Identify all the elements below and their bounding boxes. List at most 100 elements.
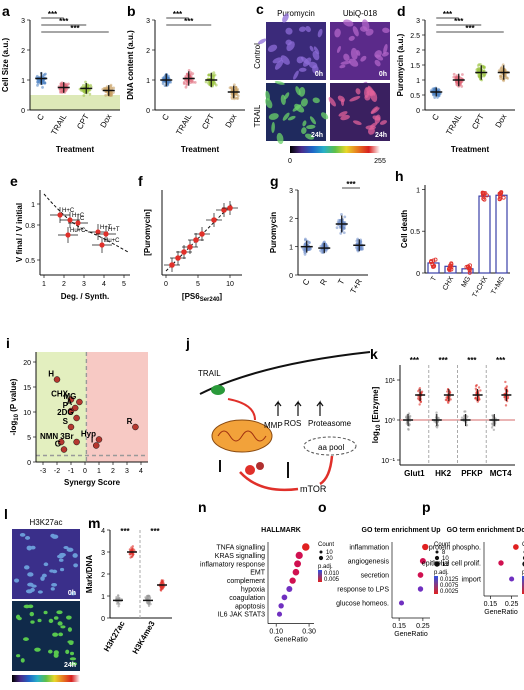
data-point: [181, 249, 187, 255]
category-label: C: [160, 112, 171, 122]
term-label: protein phospho.: [429, 545, 481, 552]
panel-label: d: [397, 3, 406, 19]
data-point: [343, 231, 346, 234]
y-axis-label: V final / V initial: [15, 203, 24, 262]
x-axis-label: Deg. / Synth.: [61, 292, 109, 301]
y-axis-label-main: log: [371, 431, 380, 443]
panel-label: b: [127, 3, 136, 19]
data-point: [483, 66, 486, 69]
panel-label: h: [395, 168, 404, 184]
panel-l: lH3K27ac0h24h0255: [4, 506, 86, 685]
nucleus: [48, 650, 53, 654]
x-tick-label: 0.25: [416, 623, 430, 630]
nucleus: [30, 620, 34, 623]
data-point: [104, 94, 107, 97]
cell-membrane: [200, 352, 370, 394]
enrichment-dot: [282, 595, 288, 601]
data-point: [504, 74, 507, 77]
category-label: TRAIL: [444, 112, 463, 137]
nucleus: [66, 615, 72, 619]
y-tick-label: 0: [416, 271, 420, 278]
fit-line: [166, 204, 232, 271]
data-point: [361, 248, 364, 251]
data-point: [304, 238, 307, 241]
y-axis-label: Cell death: [400, 210, 409, 248]
term-label: import: [462, 577, 482, 584]
data-point: [504, 381, 506, 383]
category-label: C: [430, 112, 441, 122]
timepoint-label: 0h: [68, 590, 76, 597]
y-tick-label: 0: [146, 108, 150, 115]
data-point: [340, 213, 343, 216]
y-tick-label: 5: [27, 435, 31, 442]
data-point: [199, 231, 205, 237]
x-tick-label: 4: [102, 281, 106, 288]
data-point: [59, 91, 62, 94]
x-axis-label-sub: Ser240: [200, 297, 220, 303]
y-tick-label: 0.5: [25, 258, 35, 265]
y-tick-label: 2: [146, 48, 150, 55]
category-label: CPT: [470, 112, 486, 130]
x-tick-label: 0: [164, 281, 168, 288]
data-point: [432, 94, 435, 97]
y-axis-label: Cell Size (a.u.): [1, 38, 10, 93]
nucleus: [57, 555, 64, 559]
x-axis-label: [PS6Ser240]: [182, 292, 222, 303]
mmp-label: MMP: [264, 421, 283, 430]
category-label: Dox: [494, 113, 509, 130]
x-tick-label: 0.15: [484, 601, 498, 608]
data-point: [478, 67, 481, 70]
legend-size-dot: [435, 556, 439, 560]
point-label: 2DG: [57, 408, 73, 417]
data-point: [505, 404, 507, 406]
category-label: HK2: [435, 469, 452, 478]
nucleus: [37, 619, 41, 622]
data-point: [235, 88, 238, 91]
data-point: [343, 216, 346, 219]
panel-k: k10⁻¹10⁰10¹***Glut1***HK2***PFKP***MCT4l…: [370, 346, 515, 478]
nucleus: [73, 563, 78, 567]
nucleus: [27, 546, 32, 551]
significance-label: ***: [184, 17, 194, 26]
column-title: UbiQ-018: [343, 9, 378, 18]
x-tick-label: -3: [40, 468, 46, 475]
data-point: [161, 579, 163, 581]
nucleus: [14, 579, 19, 583]
category-label: CPT: [75, 112, 91, 130]
y-tick-label: 0.5: [410, 93, 420, 100]
bar: [479, 196, 490, 273]
nucleus: [44, 562, 49, 566]
term-label: inflammation: [349, 545, 389, 552]
point-label: C: [80, 216, 85, 222]
enrichment-dot: [418, 572, 424, 578]
legend-label: 20: [326, 556, 333, 562]
nucleus: [52, 570, 57, 574]
panel-label: p: [422, 499, 431, 515]
data-point: [129, 548, 131, 550]
nucleus: [25, 536, 30, 540]
data-point: [67, 82, 70, 85]
data-point: [437, 417, 439, 419]
nucleus: [21, 658, 25, 663]
y-tick-label: 1: [101, 594, 105, 601]
nucleus: [69, 641, 74, 645]
y-tick-label: 10⁻¹: [381, 458, 395, 465]
y-tick-label: 10: [23, 410, 31, 417]
point-label: R: [127, 417, 133, 426]
y-tick-label: 0: [416, 108, 420, 115]
legend-label: 0.005: [324, 577, 340, 583]
enrichment-dot: [498, 560, 503, 565]
significance-label: ***: [48, 10, 58, 19]
panel-label: a: [2, 3, 10, 19]
legend-title: p.adj.: [318, 564, 333, 570]
x-tick-label: 5: [196, 281, 200, 288]
y-tick-label: 2.5: [410, 33, 420, 40]
data-point: [132, 554, 134, 556]
